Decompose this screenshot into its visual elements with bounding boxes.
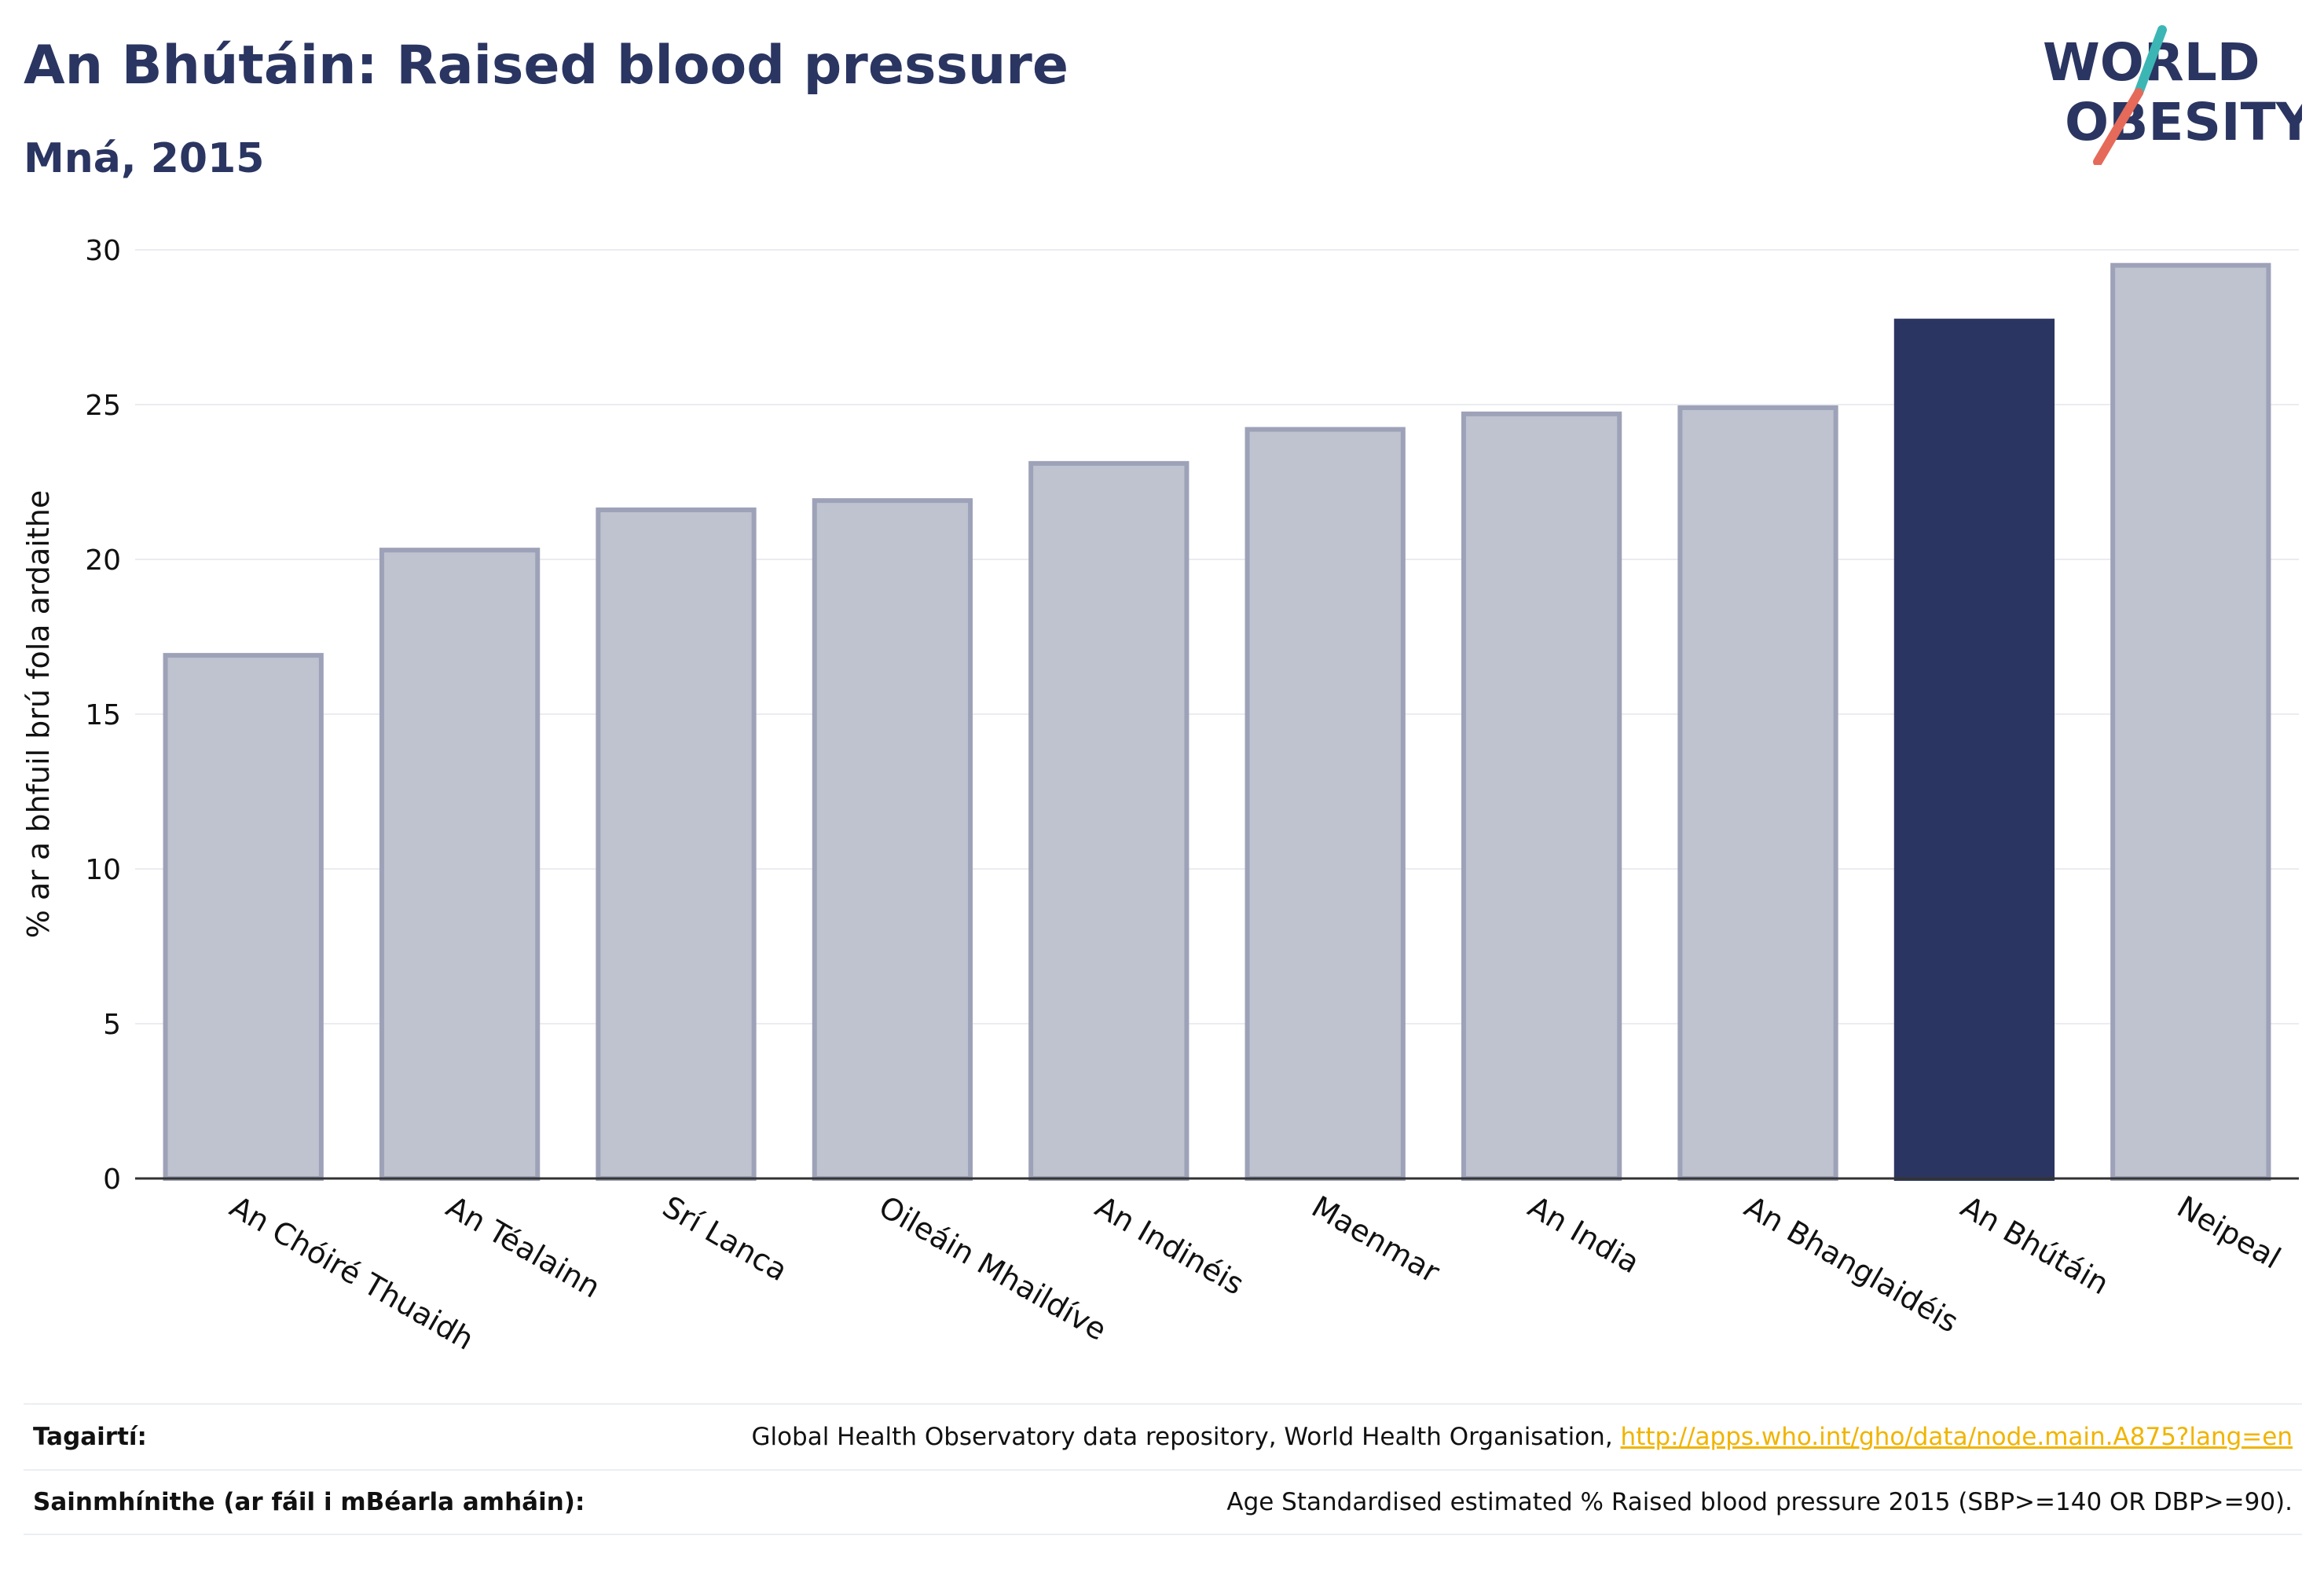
- chart-title: An Bhútáin: Raised blood pressure: [24, 35, 1069, 97]
- definitions-label: Sainmhínithe (ar fáil i mBéarla amháin):: [33, 1488, 585, 1516]
- logo-slash-teal: [2134, 25, 2167, 97]
- logo-slash-coral: [2093, 88, 2143, 165]
- bar-7: [1677, 405, 1838, 1181]
- y-tick-label: 25: [85, 390, 121, 422]
- x-tick-label: An India: [1523, 1189, 1646, 1281]
- references-link[interactable]: http://apps.who.int/gho/data/node.main.A…: [1620, 1423, 2293, 1451]
- references-value: Global Health Observatory data repositor…: [751, 1423, 2293, 1451]
- x-tick-label: An Bhútáin: [1955, 1189, 2114, 1302]
- bars: [163, 262, 2271, 1182]
- bar-1: [379, 548, 541, 1181]
- x-tick-label: An Indinéis: [1090, 1189, 1250, 1302]
- bar-0: [163, 653, 324, 1181]
- y-tick-label: 5: [103, 1009, 121, 1041]
- bar-3: [812, 498, 973, 1181]
- references-row: Tagairtí: Global Health Observatory data…: [24, 1403, 2302, 1469]
- definitions-text: Age Standardised estimated % Raised bloo…: [1226, 1488, 2293, 1516]
- bar-6: [1461, 411, 1622, 1181]
- bar-4: [1028, 460, 1189, 1181]
- world-obesity-logo: WORLD OBESITY: [2043, 25, 2302, 165]
- bar-5: [1244, 427, 1406, 1181]
- references-text: Global Health Observatory data repositor…: [751, 1423, 1621, 1451]
- y-tick-label: 0: [103, 1164, 121, 1196]
- bar-8: [1893, 318, 2055, 1181]
- x-tick-label: Neipeal: [2172, 1189, 2286, 1276]
- y-tick-label: 15: [85, 699, 121, 731]
- references-label: Tagairtí:: [33, 1423, 147, 1451]
- bar-9: [2110, 262, 2271, 1182]
- x-tick-label: Oileáin Mhaildíve: [873, 1189, 1113, 1347]
- x-tick-label: An Téalainn: [441, 1189, 607, 1305]
- y-tick-label: 30: [85, 235, 121, 267]
- x-tick-label: Maenmar: [1306, 1189, 1446, 1290]
- bar-2: [596, 507, 757, 1181]
- x-tick-label: An Bhanglaidéis: [1739, 1189, 1964, 1340]
- chart-subtitle: Mná, 2015: [24, 135, 265, 182]
- definitions-row: Sainmhínithe (ar fáil i mBéarla amháin):…: [24, 1469, 2302, 1535]
- y-axis-ticks: 0 5 10 15 20 25 30: [85, 235, 121, 1196]
- y-tick-label: 20: [85, 544, 121, 577]
- y-axis-label: % ar a bhfuil brú fola ardaithe: [21, 490, 56, 938]
- x-tick-label: Srí Lanca: [657, 1189, 794, 1288]
- x-tick-label: An Chóiré Thuaidh: [224, 1189, 479, 1357]
- y-tick-label: 10: [85, 854, 121, 886]
